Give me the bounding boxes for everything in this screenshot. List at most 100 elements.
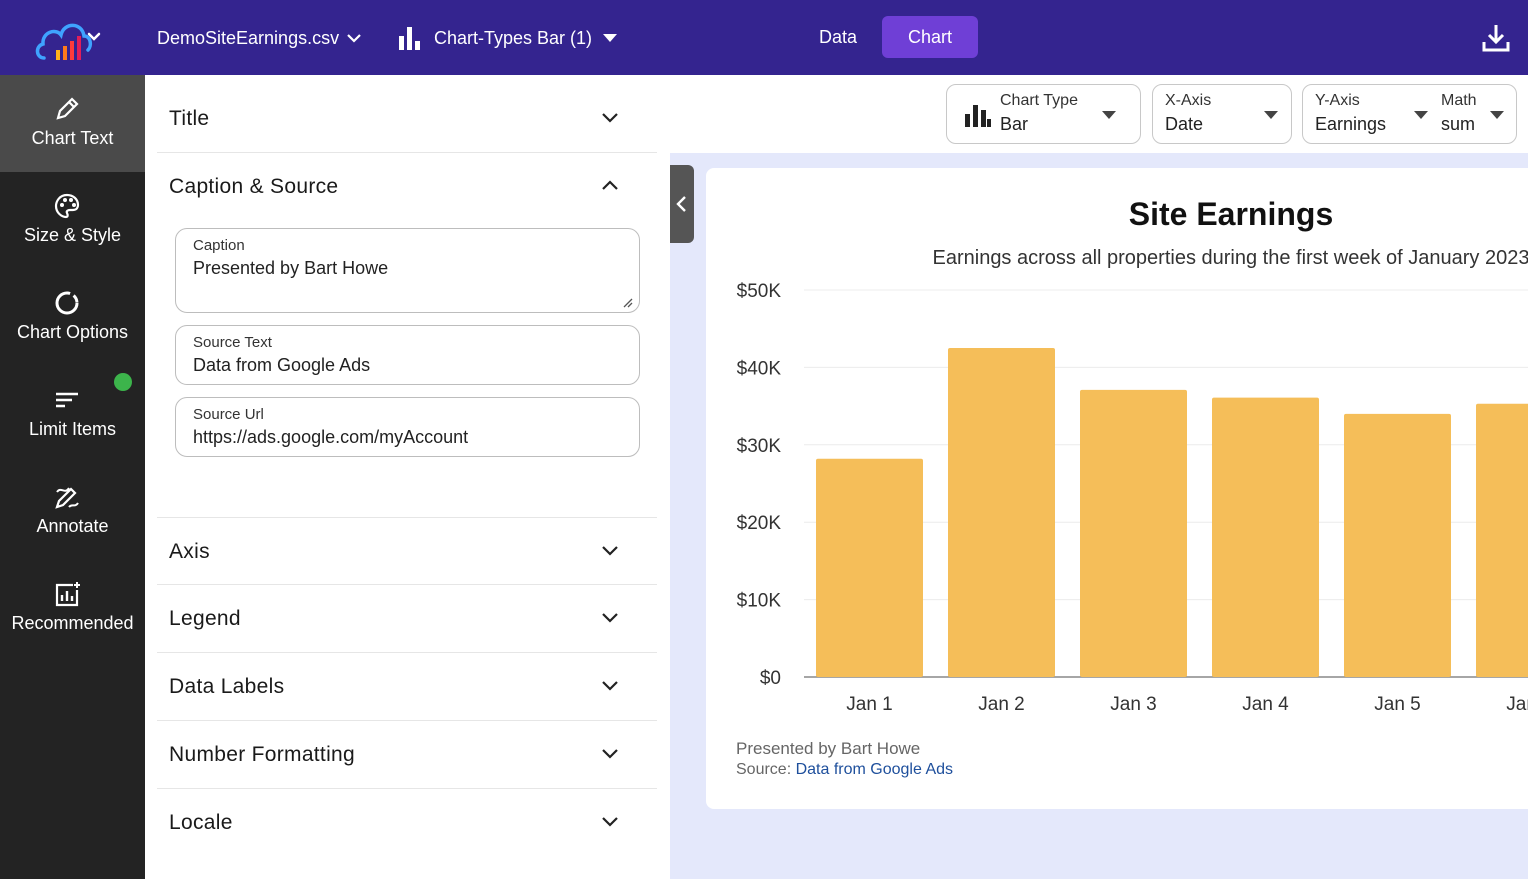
chart-controls-bar: Chart Type Bar X-Axis Date Y-Axis Earnin…: [670, 75, 1528, 153]
section-data-labels[interactable]: Data Labels: [157, 653, 657, 721]
rail-item-chart-text[interactable]: Chart Text: [0, 75, 145, 172]
file-name: DemoSiteEarnings.csv: [157, 27, 340, 48]
chevron-up-icon: [602, 180, 618, 190]
bar: [816, 458, 923, 677]
chart-title: Site Earnings: [1128, 196, 1334, 232]
bar: [1476, 403, 1528, 677]
palette-icon: [54, 193, 80, 219]
chevron-down-icon: [602, 113, 618, 123]
chevron-left-icon: [676, 196, 686, 212]
bar: [948, 348, 1055, 677]
chart-subtitle: Earnings across all properties during th…: [932, 247, 1528, 269]
y-tick-label: $0: [760, 668, 781, 689]
collapse-panel-button[interactable]: [670, 165, 694, 243]
section-locale[interactable]: Locale: [157, 789, 657, 857]
source-url-field-label: Source Url: [193, 406, 264, 423]
file-select[interactable]: DemoSiteEarnings.csv: [157, 24, 361, 52]
annotate-icon: [55, 487, 79, 509]
caret-down-icon: [1490, 111, 1504, 119]
section-number-formatting-label: Number Formatting: [169, 743, 355, 766]
math-value[interactable]: sum: [1441, 114, 1476, 134]
app-logo-menu[interactable]: [34, 14, 106, 64]
pencil-icon: [56, 97, 79, 120]
x-axis-select[interactable]: X-Axis Date: [1152, 84, 1292, 144]
status-dot: [114, 373, 132, 391]
x-axis-value: Date: [1165, 114, 1204, 134]
resize-handle-icon[interactable]: [621, 296, 633, 308]
circle-icon: [55, 291, 79, 315]
source-prefix: Source:: [736, 761, 792, 778]
chart-select[interactable]: Chart-Types Bar (1): [398, 24, 618, 52]
left-rail: Chart Text Size & Style Chart Options Li…: [0, 75, 145, 879]
rail-item-limit-items[interactable]: Limit Items: [0, 366, 145, 463]
nav-chart-button[interactable]: Chart: [882, 16, 978, 58]
math-label: Math: [1441, 92, 1477, 109]
x-tick-label: Jan 1: [846, 694, 892, 715]
chevron-down-icon: [602, 817, 618, 827]
top-bar: DemoSiteEarnings.csv Chart-Types Bar (1)…: [0, 0, 1528, 75]
chart-source: Source: Data from Google Ads: [736, 761, 953, 779]
caption-field[interactable]: Caption Presented by Bart Howe: [175, 228, 640, 313]
source-text-field-value[interactable]: Data from Google Ads: [193, 355, 371, 375]
source-text-field[interactable]: Source Text Data from Google Ads: [175, 325, 640, 385]
rail-item-recommended[interactable]: Recommended: [0, 560, 145, 657]
chart-workspace: Chart Type Bar X-Axis Date Y-Axis Earnin…: [670, 75, 1528, 879]
chart-type-select[interactable]: Chart Type Bar: [946, 84, 1141, 144]
section-number-formatting[interactable]: Number Formatting: [157, 721, 657, 789]
x-tick-label: Jan 6: [1506, 694, 1528, 715]
chart-caption: Presented by Bart Howe: [736, 739, 921, 758]
settings-panel: Title Caption & Source Caption Presented…: [145, 75, 670, 879]
bar: [1212, 397, 1319, 677]
download-button[interactable]: [1480, 22, 1512, 54]
y-tick-label: $30K: [737, 436, 782, 457]
chevron-down-icon: [602, 681, 618, 691]
bar-chart: $0 $10K $20K $30K $40K $50K Jan 1 Jan 2 Jan 3 Jan…: [737, 281, 1528, 715]
caret-down-icon: [1264, 111, 1278, 119]
rail-item-size-style[interactable]: Size & Style: [0, 172, 145, 269]
source-url-field-value[interactable]: https://ads.google.com/myAccount: [193, 427, 469, 447]
bar-chart-icon: [399, 27, 420, 50]
x-tick-label: Jan 4: [1242, 694, 1289, 715]
source-text-field-label: Source Text: [193, 334, 272, 351]
caption-field-label: Caption: [193, 237, 245, 254]
chart-type-label: Chart Type: [1000, 92, 1078, 109]
section-locale-label: Locale: [169, 811, 233, 834]
bar: [1080, 389, 1187, 677]
chart-card: Site Earnings Earnings across all proper…: [706, 168, 1528, 809]
section-axis[interactable]: Axis: [157, 517, 657, 585]
chart-type-value: Bar: [1000, 114, 1029, 134]
section-legend-label: Legend: [169, 607, 241, 630]
x-tick-label: Jan 2: [978, 694, 1024, 715]
section-data-labels-label: Data Labels: [169, 675, 285, 698]
source-url-field[interactable]: Source Url https://ads.google.com/myAcco…: [175, 397, 640, 457]
cloud-chart-icon: [35, 23, 101, 60]
section-legend[interactable]: Legend: [157, 585, 657, 653]
section-axis-label: Axis: [169, 540, 210, 563]
bar: [1344, 413, 1451, 677]
rail-item-chart-options[interactable]: Chart Options: [0, 269, 145, 366]
caption-field-value[interactable]: Presented by Bart Howe: [193, 258, 389, 278]
source-link[interactable]: Data from Google Ads: [795, 761, 954, 778]
y-tick-label: $10K: [737, 591, 782, 612]
chart-name: Chart-Types Bar (1): [434, 27, 593, 48]
rail-item-label: Chart Options: [16, 322, 129, 342]
x-tick-label: Jan 3: [1110, 694, 1156, 715]
chevron-down-icon: [602, 749, 618, 759]
chevron-down-icon: [602, 546, 618, 556]
chevron-down-icon: [602, 613, 618, 623]
x-tick-label: Jan 5: [1374, 694, 1420, 715]
y-axis-value: Earnings: [1315, 114, 1387, 134]
rail-item-label: Size & Style: [23, 225, 122, 245]
chevron-down-icon: [347, 34, 361, 43]
section-title[interactable]: Title: [157, 85, 657, 153]
recommended-chart-icon: [55, 582, 80, 607]
section-caption-source[interactable]: Caption & Source: [157, 153, 657, 221]
bar-chart-icon: [965, 105, 991, 127]
y-tick-label: $20K: [737, 513, 782, 534]
rail-item-annotate[interactable]: Annotate: [0, 463, 145, 560]
y-axis-label: Y-Axis: [1315, 92, 1360, 109]
sort-lines-icon: [56, 392, 78, 408]
nav-data-button[interactable]: Data: [818, 26, 858, 47]
y-axis-select[interactable]: Y-Axis Earnings Math sum: [1302, 84, 1517, 144]
caret-down-icon: [1414, 111, 1428, 119]
